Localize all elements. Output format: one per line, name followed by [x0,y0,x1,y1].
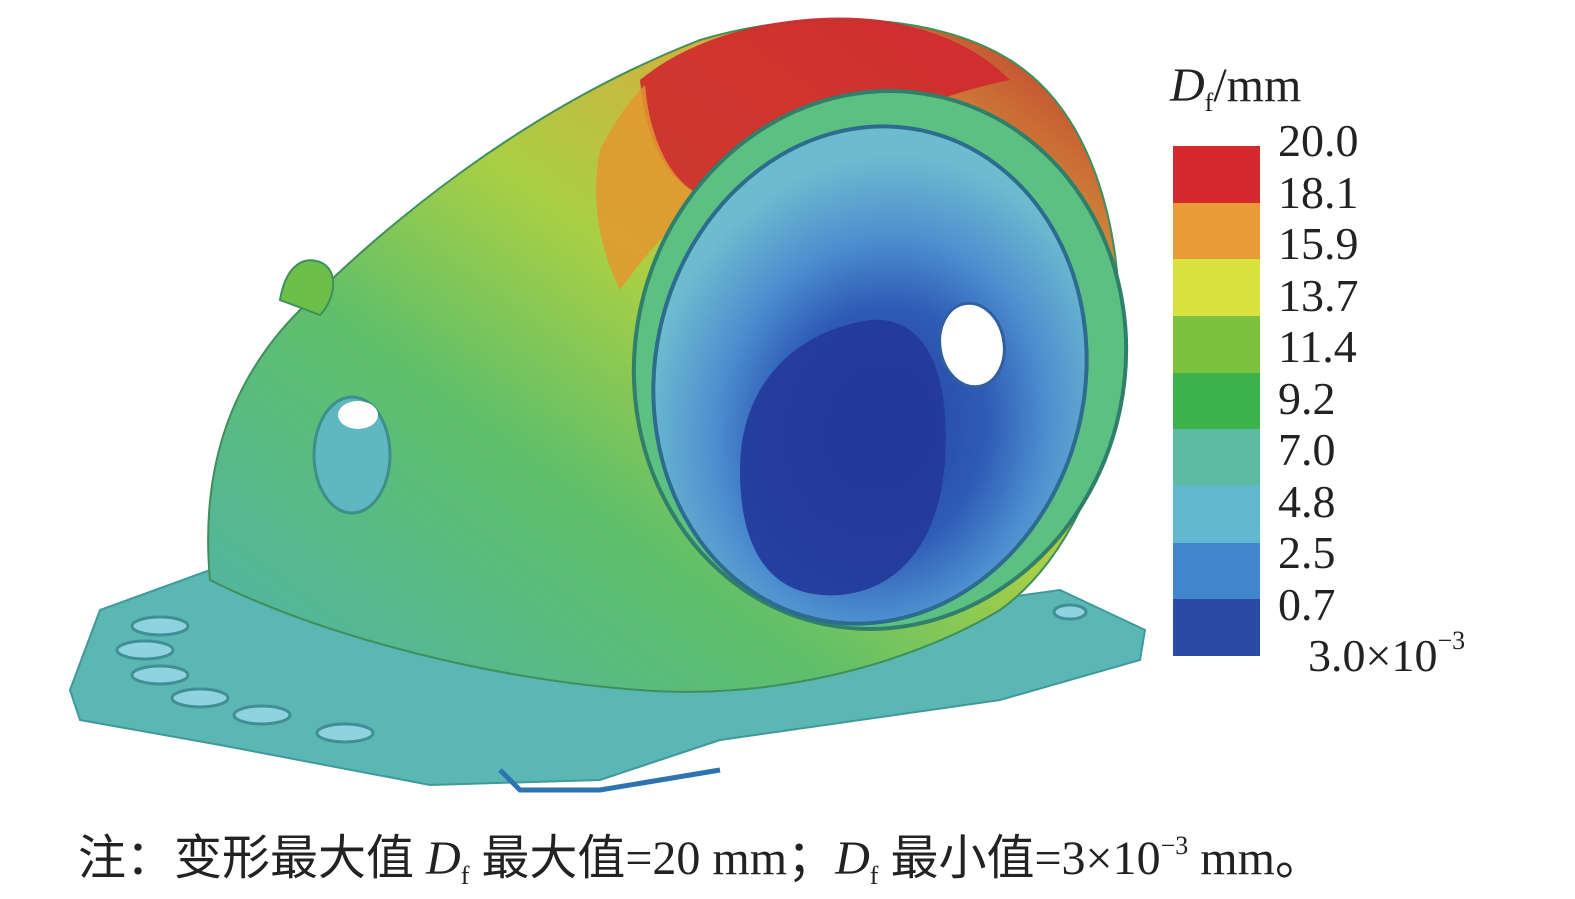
legend-min-label: 3.0×10−3 [1308,626,1466,681]
color-scale-labels: 3.0×10−3 20.0 18.1 15.9 13.7 11.4 9.2 7.0 4.8 2.… [1260,115,1560,681]
orange-band [596,85,700,290]
flange-bolt-holes [115,603,1088,744]
legend-swatch [1173,146,1260,203]
figure-note: 注：变形最大值 Df 最大值=20 mm；Df 最小值=3×10−3 mm。 [78,831,1323,890]
side-lug [278,259,335,317]
legend-tick-label: 0.7 [1278,578,1336,630]
base-edge [498,767,721,793]
legend-swatch [1173,316,1260,373]
legend-swatch [1173,486,1260,543]
legend-swatch [1173,429,1260,487]
legend-tick-label: 9.2 [1278,372,1336,424]
legend-swatch [1173,542,1260,600]
legend-tick-label: 2.5 [1278,527,1336,578]
legend-tick-label: 7.0 [1278,424,1336,475]
side-hole-opening [338,401,378,429]
legend-swatch [1173,599,1260,657]
legend-tick-label: 4.8 [1278,475,1336,527]
bore-side-hole [938,301,1006,389]
legend-title: Df/mm [1170,59,1302,117]
legend-tick-label: 20.0 [1278,115,1359,166]
legend-tick-label: 15.9 [1278,218,1359,269]
deformation-contour-model [68,17,1147,793]
legend-tick-label: 13.7 [1278,269,1359,321]
legend-swatch [1173,259,1260,317]
legend-swatch [1173,372,1260,430]
legend-swatch [1173,202,1260,260]
legend-tick-label: 11.4 [1278,321,1357,372]
side-hole [312,395,392,515]
min-deformation-zone [740,319,946,596]
color-scale-bar [1173,146,1260,657]
legend-tick-label: 18.1 [1278,166,1359,218]
